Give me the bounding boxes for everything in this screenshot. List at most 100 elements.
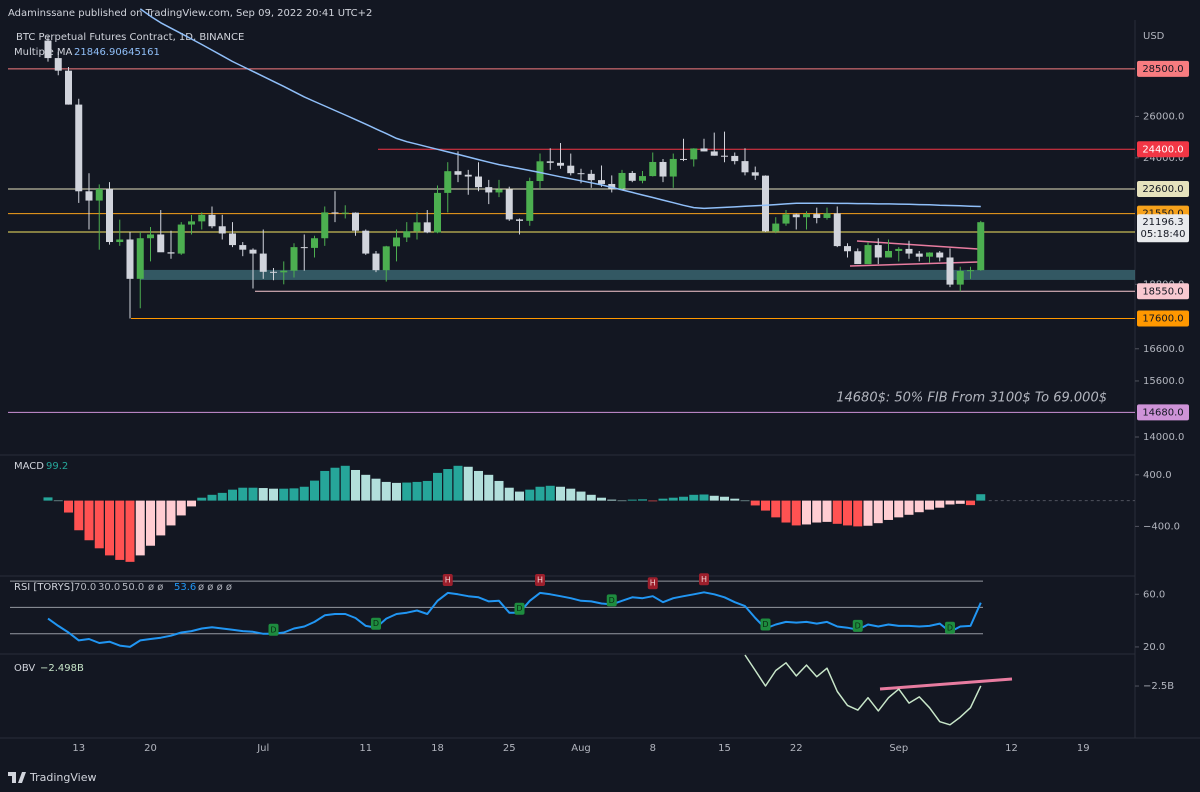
- rsi-band-label: 70.0: [74, 582, 96, 593]
- footer-brand: TradingView: [29, 771, 96, 784]
- macd-bar: [207, 494, 217, 501]
- candle-body: [434, 192, 441, 233]
- rsi-marker: [606, 594, 617, 607]
- ma-line: [139, 8, 981, 210]
- ma-value: 21846.90645161: [74, 47, 160, 58]
- level-label-box: [1137, 283, 1189, 300]
- macd-bar: [617, 500, 627, 502]
- macd-bar: [699, 494, 709, 501]
- candle-body: [762, 175, 769, 232]
- rsi-marker: [535, 573, 545, 586]
- y-tick-label: 400.0: [1143, 470, 1172, 481]
- candle-body: [239, 245, 247, 250]
- candle-body: [116, 239, 124, 243]
- candle-body: [659, 161, 667, 177]
- candle-body: [270, 271, 277, 273]
- macd-bar: [556, 486, 565, 501]
- rsi-marker-label: D: [855, 621, 861, 630]
- macd-bar: [146, 500, 155, 546]
- y-tick-label: 60.0: [1143, 589, 1165, 600]
- macd-bar: [351, 469, 360, 501]
- y-tick-label: 16600.0: [1143, 344, 1184, 355]
- header: Adaminssane published on TradingView.com…: [8, 8, 372, 19]
- macd-bar: [125, 500, 135, 562]
- macd-legend: MACD: [14, 461, 44, 472]
- level-label-box: [1137, 180, 1189, 197]
- macd-bar: [279, 488, 289, 501]
- macd-bar: [730, 498, 740, 501]
- x-tick-label: 20: [144, 743, 157, 754]
- rsi-marker-label: D: [762, 620, 768, 629]
- macd-bar: [740, 500, 750, 502]
- level-label: 17600.0: [1142, 313, 1183, 324]
- macd-bar: [966, 500, 975, 506]
- candle-body: [526, 181, 534, 221]
- macd-bar: [832, 500, 842, 524]
- macd-value: 99.2: [46, 461, 68, 472]
- candle-body: [505, 189, 513, 220]
- candle-body: [95, 188, 103, 201]
- macd-bar: [761, 500, 770, 511]
- candle-body: [177, 224, 185, 254]
- rsi-marker-label: D: [373, 619, 379, 628]
- macd-bar: [381, 481, 391, 501]
- candle-body: [136, 238, 144, 279]
- macd-bar: [955, 500, 965, 504]
- candle-body: [106, 188, 113, 243]
- level-label: 14680.0: [1142, 407, 1183, 418]
- macd-bar: [443, 469, 453, 501]
- macd-bar: [176, 500, 186, 516]
- macd-bar: [474, 470, 483, 501]
- level-label-box: [1137, 60, 1189, 77]
- macd-bar: [238, 487, 248, 501]
- candle-body: [536, 161, 544, 182]
- candle-body: [331, 212, 339, 214]
- rsi-marker: [268, 623, 279, 636]
- candle-body: [977, 222, 985, 271]
- rsi-marker-label: D: [270, 625, 276, 634]
- candle-body: [803, 214, 810, 218]
- macd-bar: [843, 500, 852, 526]
- level-label-box: [1137, 404, 1189, 421]
- rsi-marker: [760, 618, 771, 631]
- candle-body: [157, 234, 165, 253]
- y-tick-label: 24000.0: [1143, 153, 1184, 164]
- rsi-legend: RSI [TORYS]: [14, 582, 74, 593]
- macd-bar: [648, 500, 658, 502]
- macd-bar: [84, 500, 94, 541]
- annotation: 14680$: 50% FIB From 3100$ To 69.000$: [836, 391, 1107, 406]
- candle-body: [321, 212, 329, 239]
- macd-bar: [720, 496, 729, 501]
- level-label: 21550.0: [1142, 209, 1183, 220]
- macd-bar: [822, 500, 832, 522]
- candle-body: [65, 70, 72, 105]
- x-tick-label: 8: [650, 743, 656, 754]
- candle-body: [792, 214, 800, 218]
- candle-body: [198, 214, 206, 222]
- candle-body: [741, 161, 749, 173]
- macd-bar: [115, 500, 125, 560]
- macd-bar: [668, 497, 678, 501]
- macd-bar: [64, 500, 73, 513]
- candle-body: [680, 158, 687, 160]
- macd-bar: [515, 491, 524, 501]
- rsi-marker-label: H: [537, 575, 543, 584]
- candle-body: [628, 172, 636, 181]
- candle-body: [813, 214, 821, 218]
- macd-bar: [638, 499, 647, 501]
- candle-body: [598, 180, 605, 184]
- macd-bar: [945, 500, 955, 505]
- macd-bar: [504, 487, 514, 501]
- candle-body: [854, 251, 862, 265]
- rsi-marker-label: D: [609, 596, 615, 605]
- macd-bar: [74, 500, 84, 531]
- macd-bar: [371, 478, 381, 501]
- candle-body: [885, 250, 892, 258]
- candle-body: [485, 187, 493, 193]
- candle-body: [300, 247, 308, 249]
- macd-bar: [156, 500, 166, 536]
- candle-body: [915, 253, 923, 257]
- candle-body: [557, 162, 564, 166]
- obv-line: [744, 654, 982, 726]
